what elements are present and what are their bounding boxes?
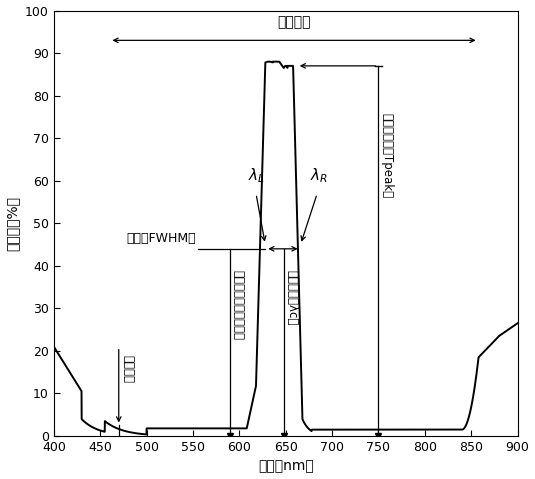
Y-axis label: 透过率（%）: 透过率（%）	[5, 196, 20, 251]
Text: 峰值透过率（Tpeak）: 峰值透过率（Tpeak）	[380, 113, 393, 198]
Text: 截止深度: 截止深度	[121, 355, 134, 383]
Text: 带宽（FWHM）: 带宽（FWHM）	[126, 231, 196, 245]
X-axis label: 波长（nm）: 波长（nm）	[258, 459, 314, 473]
Text: 截止范围: 截止范围	[277, 16, 311, 30]
Text: $\lambda_R$: $\lambda_R$	[310, 166, 328, 185]
Text: 中心波长（λc）: 中心波长（λc）	[286, 270, 299, 325]
Text: $\lambda_L$: $\lambda_L$	[248, 166, 264, 185]
Text: 峰值透过率的一半位置: 峰值透过率的一半位置	[232, 270, 245, 340]
